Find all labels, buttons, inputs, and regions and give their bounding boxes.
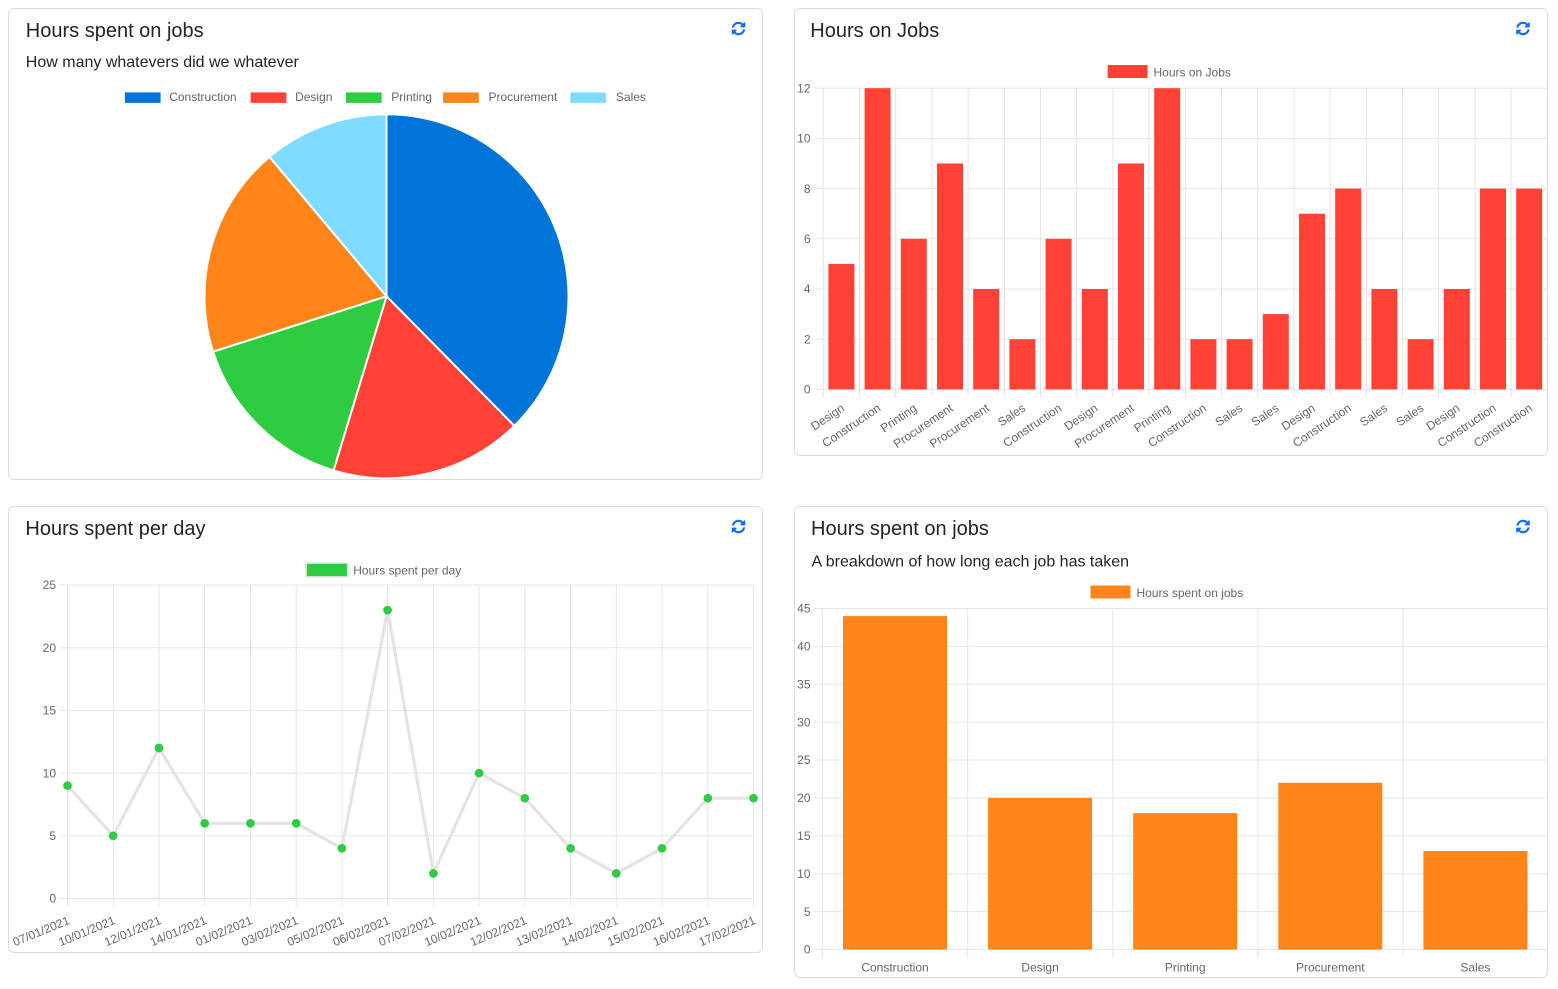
svg-text:Procurement: Procurement — [489, 90, 558, 104]
svg-text:35: 35 — [797, 678, 811, 692]
svg-text:Procurement: Procurement — [1296, 960, 1365, 974]
svg-text:15: 15 — [43, 704, 57, 718]
svg-text:Sales: Sales — [1212, 401, 1245, 429]
svg-text:How many whatevers did we what: How many whatevers did we whatever — [26, 54, 300, 71]
svg-text:15: 15 — [797, 829, 811, 843]
svg-text:4: 4 — [804, 282, 811, 296]
svg-text:5: 5 — [804, 905, 811, 919]
svg-text:Hours spent on jobs: Hours spent on jobs — [26, 20, 204, 42]
svg-text:Hours on Jobs: Hours on Jobs — [1154, 66, 1231, 80]
svg-text:25: 25 — [797, 753, 811, 767]
svg-text:Hours spent on jobs: Hours spent on jobs — [1137, 586, 1244, 600]
svg-text:40: 40 — [797, 640, 811, 654]
svg-text:Sales: Sales — [1460, 960, 1490, 974]
svg-text:0: 0 — [49, 892, 56, 906]
svg-text:20: 20 — [797, 791, 811, 805]
svg-text:Construction: Construction — [169, 90, 236, 104]
svg-text:Sales: Sales — [1249, 401, 1282, 429]
svg-text:6: 6 — [804, 232, 811, 246]
svg-text:10: 10 — [43, 766, 57, 780]
svg-text:Sales: Sales — [1393, 401, 1426, 429]
svg-text:Sales: Sales — [1357, 401, 1390, 429]
svg-text:12: 12 — [797, 81, 811, 95]
svg-text:A breakdown of how long each j: A breakdown of how long each job has tak… — [812, 554, 1130, 571]
svg-text:Sales: Sales — [616, 90, 646, 104]
svg-text:20: 20 — [43, 641, 57, 655]
svg-text:10: 10 — [797, 867, 811, 881]
svg-text:Printing: Printing — [391, 90, 432, 104]
svg-text:0: 0 — [804, 383, 811, 397]
svg-text:Printing: Printing — [1165, 960, 1206, 974]
svg-text:Hours on Jobs: Hours on Jobs — [810, 20, 939, 42]
svg-text:25: 25 — [43, 578, 57, 592]
svg-text:5: 5 — [49, 829, 56, 843]
svg-text:45: 45 — [797, 602, 811, 616]
svg-text:8: 8 — [804, 182, 811, 196]
svg-text:0: 0 — [804, 943, 811, 957]
svg-text:Design: Design — [1021, 960, 1058, 974]
svg-text:10: 10 — [797, 132, 811, 146]
svg-text:2: 2 — [804, 332, 811, 346]
svg-text:Hours spent per day: Hours spent per day — [353, 564, 461, 578]
svg-text:Design: Design — [295, 90, 332, 104]
svg-text:Hours spent per day: Hours spent per day — [25, 518, 205, 540]
svg-text:Hours spent on jobs: Hours spent on jobs — [811, 518, 989, 540]
svg-text:30: 30 — [797, 715, 811, 729]
svg-text:Construction: Construction — [861, 960, 928, 974]
